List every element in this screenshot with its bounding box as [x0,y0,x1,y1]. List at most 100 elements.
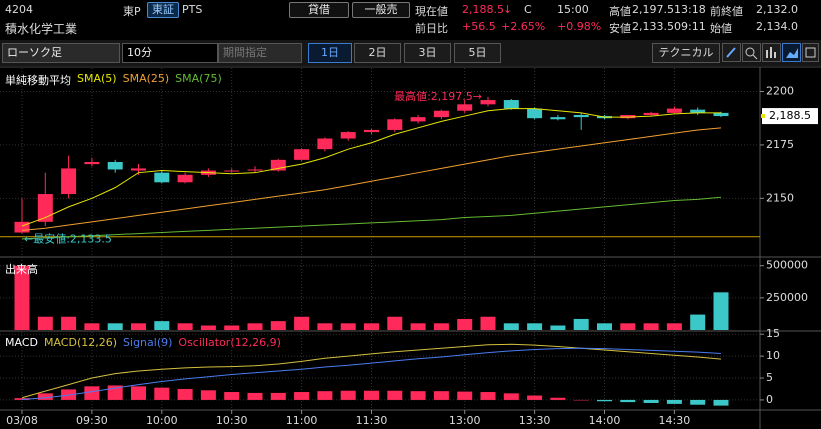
oscillator-bar [294,392,310,400]
code: 4204 [5,3,33,16]
candle-body [224,170,240,172]
oscillator-bar [37,393,53,400]
time: 15:00 [557,3,589,16]
volume-bar [666,323,682,330]
day-button[interactable]: 3日 [404,43,451,63]
candle-body [107,162,123,170]
candle-body [340,132,356,139]
change-pct: +2.65% [501,20,546,33]
oscillator-bar [224,392,240,400]
candle-body [364,129,379,133]
x-tick-label: 10:00 [146,414,178,427]
volume-bar [410,323,426,330]
legend-title: 単純移動平均 [5,74,71,87]
candle-body [84,162,100,165]
x-tick-label: 13:00 [449,414,481,427]
volume-bar [224,325,240,330]
day-button[interactable]: 2日 [354,43,401,63]
time: 13:18 [674,3,706,16]
exchange-tab[interactable]: PTS [182,3,203,16]
value: 2,197.5 [632,3,674,16]
label: 始値 [710,22,732,35]
value: 2,133.5 [632,20,674,33]
sma-line [21,196,722,240]
legend-entry: Oscillator(12,26,9) [178,336,281,349]
y-tick-label: 10 [766,349,780,362]
x-tick-label: 11:00 [286,414,318,427]
oscillator-bar [597,399,612,402]
candle-body [550,117,566,120]
market: 東P [123,5,141,18]
change-pct: +0.98% [557,20,602,33]
candle-body [61,168,77,195]
label: 現在値 [415,5,448,18]
panel-title: 出来高 [5,263,38,276]
current-price-label: 2,188.5 [769,109,811,122]
value: 2,134.0 [756,20,798,33]
candle-body [154,172,170,183]
legend-entry: MACD(12,26) [43,336,118,349]
toolbar: ローソク足 10分 期間指定 1日 2日 3日 5日 テクニカル [0,40,821,66]
chart-kind-select[interactable]: ローソク足 [2,43,120,63]
technical-button[interactable]: テクニカル [652,43,720,63]
oscillator-bar [177,388,193,400]
label: 安値 [609,22,631,35]
y-tick-label: 500000 [766,259,808,272]
interval-select[interactable]: 10分 [122,43,218,63]
candle-body [387,119,403,130]
annotation: ←最安値:2,133.5 [24,232,112,246]
candle-body [690,109,706,113]
order-button[interactable]: 一般売 [352,2,410,18]
volume-bar [527,323,543,330]
oscillator-bar [200,390,216,400]
oscillator-bar [247,392,263,400]
volume-bar [107,323,123,330]
exchange-tab[interactable]: 東証 [147,2,179,18]
current-price-box [762,108,818,125]
oscillator-bar [503,393,519,400]
candle-body [620,115,636,119]
legend-entry: SMA(5) [77,72,117,85]
oscillator-bar [666,399,682,404]
oscillator-bar [131,386,146,400]
volume-bar [154,321,170,330]
candle-body [410,117,426,122]
candle-body [270,159,286,171]
macd-line [21,347,722,400]
oscillator-bar [270,392,286,400]
x-tick-label: 09:30 [76,414,108,427]
candle-body [713,112,729,117]
order-button[interactable]: 貸借 [289,2,349,18]
legend: 単純移動平均 SMA(5) SMA(25) SMA(75) [5,72,222,88]
oscillator-bar [340,390,356,400]
legend-entry: Signal(9) [123,336,173,349]
day-button[interactable]: 5日 [454,43,501,63]
x-tick-label: 11:30 [356,414,388,427]
volume-bar [457,318,473,330]
volume-bar [480,316,496,330]
volume-bar [200,325,216,330]
candle-body [433,110,449,118]
oscillator-bar [713,399,729,406]
volume-bar [84,323,100,330]
volume-bar [643,323,659,330]
candle-body [573,115,589,118]
legend: MACD MACD(12,26) Signal(9) Oscillator(12,26… [5,336,281,349]
legend: 出来高 [5,261,38,277]
oscillator-bar [410,391,426,400]
volume-bar [294,316,310,330]
volume-bar [713,292,729,330]
period-select[interactable]: 期間指定 [218,43,302,63]
tool-icons[interactable] [722,43,820,63]
panel-title: MACD [5,336,38,349]
change: +56.5 [462,20,496,33]
day-button[interactable]: 1日 [308,43,352,63]
x-tick-label: 10:30 [216,414,248,427]
candle-body [527,108,543,119]
volume-bar [597,323,612,330]
annotation: 最高値:2,197.5→ [394,89,482,103]
candle-body [503,100,519,109]
oscillator-bar [364,390,379,400]
x-tick-label: 13:30 [519,414,551,427]
